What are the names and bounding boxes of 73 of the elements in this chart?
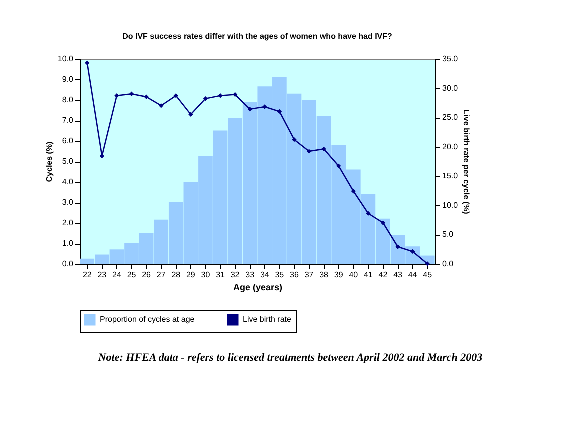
legend-label: Proportion of cycles at age bbox=[100, 315, 196, 324]
y2-tick-label: 15.0 bbox=[442, 172, 459, 181]
point bbox=[203, 96, 208, 102]
point bbox=[366, 211, 371, 216]
x-tick-label: 28 bbox=[172, 270, 182, 280]
x-tick-label: 34 bbox=[260, 270, 270, 280]
y2-tick-label: 0.0 bbox=[442, 260, 454, 268]
x-tick-label: 31 bbox=[216, 270, 226, 280]
x-tick-label: 41 bbox=[364, 270, 374, 280]
x-tick-label: 26 bbox=[142, 270, 152, 280]
x-tick-label: 35 bbox=[275, 270, 285, 280]
x-tick-label: 29 bbox=[186, 270, 196, 280]
x-tick-label: 40 bbox=[349, 270, 359, 280]
y2-tick-label: 30.0 bbox=[442, 84, 459, 93]
x-tick-label: 32 bbox=[230, 270, 240, 280]
point bbox=[262, 104, 268, 110]
x-tick-label: 36 bbox=[290, 270, 300, 280]
x-tick-label: 38 bbox=[320, 270, 330, 280]
x-tick-label: 33 bbox=[246, 270, 256, 280]
x-tick-label: 44 bbox=[408, 270, 418, 280]
point bbox=[144, 94, 149, 100]
point bbox=[306, 149, 312, 154]
point bbox=[188, 112, 194, 117]
point bbox=[396, 244, 400, 250]
y2-tick-label: 10.0 bbox=[442, 200, 459, 210]
text: Note: HFEA data - refers to licensed treatments between April 2002 and March 2003 bbox=[97, 352, 484, 364]
y-tick-label: 7.0 bbox=[62, 116, 74, 125]
y-tick-label: 4.0 bbox=[62, 178, 74, 186]
y2-axis-title: Live birth rate per cycle (%) bbox=[462, 110, 472, 215]
point bbox=[277, 109, 282, 114]
point bbox=[351, 189, 356, 194]
x-tick-label: 24 bbox=[112, 270, 122, 280]
point bbox=[425, 262, 430, 266]
x-tick-label: 25 bbox=[127, 270, 137, 280]
y2-tick-label: 20.0 bbox=[442, 142, 459, 152]
point bbox=[410, 249, 416, 254]
y2-tick-label: 35.0 bbox=[442, 54, 459, 64]
x-tick-label: 30 bbox=[201, 270, 211, 280]
y-tick-label: 10.0 bbox=[58, 54, 74, 64]
point bbox=[380, 220, 386, 226]
y-tick-label: 6.0 bbox=[62, 136, 74, 146]
y-tick-label: 5.0 bbox=[62, 157, 74, 166]
point bbox=[159, 104, 164, 108]
x-tick-label: 42 bbox=[378, 270, 388, 280]
point bbox=[292, 137, 297, 142]
x-tick-label: 22 bbox=[82, 270, 92, 280]
point bbox=[232, 92, 238, 98]
point bbox=[85, 60, 90, 66]
x-tick-label: 45 bbox=[423, 270, 433, 280]
point bbox=[174, 94, 178, 98]
point bbox=[114, 94, 120, 98]
y-tick-label: 9.0 bbox=[62, 75, 74, 84]
chart-title: Do IVF success rates differ with the ages of women who have had IVF? bbox=[122, 32, 393, 41]
point bbox=[322, 146, 326, 152]
point bbox=[248, 107, 252, 112]
x-tick-label: 27 bbox=[156, 270, 166, 280]
y-tick-label: 2.0 bbox=[62, 218, 74, 228]
point bbox=[218, 94, 223, 98]
x-axis-title: Age (years) bbox=[233, 282, 283, 292]
x-tick-label: 39 bbox=[334, 270, 344, 280]
y-axis-title: Cycles (%) bbox=[44, 141, 54, 182]
x-tick-label: 23 bbox=[98, 270, 108, 280]
y-tick-label: 1.0 bbox=[62, 239, 74, 248]
y2-tick-label: 25.0 bbox=[442, 113, 459, 122]
y-tick-label: 3.0 bbox=[62, 198, 74, 207]
point bbox=[336, 164, 342, 169]
x-tick-label: 37 bbox=[304, 270, 314, 280]
x-tick-label: 43 bbox=[394, 270, 404, 280]
point bbox=[129, 92, 134, 96]
y2-tick-label: 5.0 bbox=[442, 230, 454, 240]
legend-label: Live birth rate bbox=[243, 315, 292, 324]
y-tick-label: 8.0 bbox=[62, 96, 74, 104]
y-tick-label: 0.0 bbox=[62, 260, 74, 268]
